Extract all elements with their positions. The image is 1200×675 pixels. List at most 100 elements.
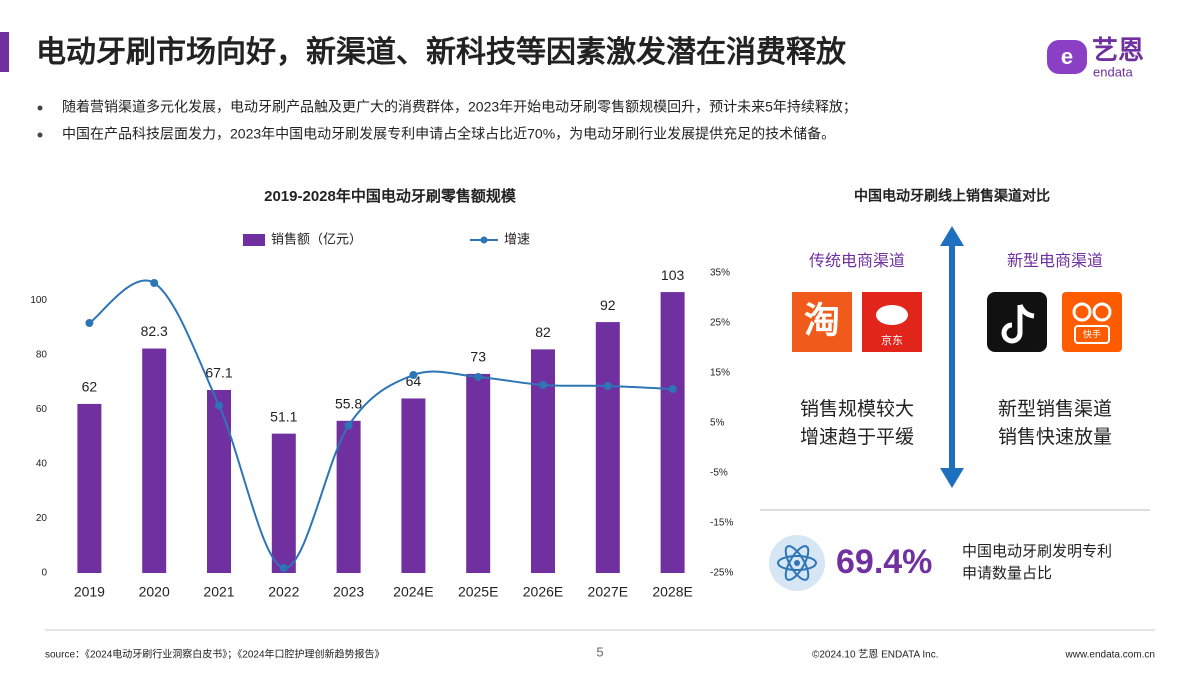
channel-text: 销售快速放量	[998, 426, 1112, 448]
bar	[595, 322, 620, 573]
channel-text: 新型销售渠道	[998, 398, 1112, 420]
atom-orbit	[784, 545, 810, 581]
channel-panel: 中国电动牙刷线上销售渠道对比 传统电商渠道 新型电商渠道 淘 京东 快手 销售规…	[760, 188, 1150, 511]
y-tick-label: 0	[41, 568, 47, 579]
line-point	[150, 279, 159, 287]
x-tick-label: 2027E	[588, 584, 628, 600]
page-number: 5	[596, 644, 603, 659]
y-tick-label: 60	[36, 404, 48, 415]
bullet-dot	[37, 105, 43, 111]
y2-tick-label: -5%	[710, 468, 728, 479]
line-point	[474, 373, 483, 381]
x-tick-label: 2023	[333, 584, 364, 600]
channel-text: 增速趋于平缓	[800, 426, 914, 448]
atom-orbit	[777, 555, 817, 571]
bullets: 随着营销渠道多元化发展，电动牙刷产品触及更广大的消费群体，2023年开始电动牙刷…	[37, 99, 857, 142]
x-tick-label: 2020	[139, 584, 170, 600]
data-label: 67.1	[205, 365, 232, 381]
y-tick-label: 20	[36, 513, 48, 524]
data-label: 82.3	[141, 323, 168, 339]
line-point	[344, 421, 353, 430]
bullet-text: 随着营销渠道多元化发展，电动牙刷产品触及更广大的消费群体，2023年开始电动牙刷…	[62, 99, 857, 116]
stat-value: 69.4%	[836, 543, 932, 581]
y2-tick-label: -25%	[710, 568, 733, 579]
icon-label: 淘	[804, 300, 840, 341]
data-label: 62	[82, 379, 98, 395]
jd-dog	[876, 305, 908, 325]
douyin-icon	[987, 292, 1047, 352]
footer-url: www.endata.com.cn	[1065, 650, 1156, 661]
arrow-head	[940, 226, 964, 246]
stat-desc: 申请数量占比	[962, 565, 1052, 582]
atom-core	[794, 560, 800, 566]
bar	[401, 398, 426, 573]
channel-label: 传统电商渠道	[809, 252, 905, 270]
slide-title: 电动牙刷市场向好，新渠道、新科技等因素激发潜在消费释放	[36, 35, 847, 69]
line-point	[603, 382, 612, 390]
arrow-head	[940, 468, 964, 488]
y2-tick-label: 5%	[710, 418, 725, 429]
x-tick-label: 2019	[74, 584, 105, 600]
kuaishou-shape	[1092, 302, 1112, 322]
chart: 0 20 40 60 80 100 -25% -15% -5% 5% 15% 25% 35% 2019 20…	[30, 231, 733, 599]
chart-title: 2019-2028年中国电动牙刷零售额规模	[264, 187, 517, 205]
y-tick-label: 80	[36, 349, 48, 360]
x-tick-label: 2022	[268, 584, 299, 600]
taobao-icon	[792, 292, 852, 352]
logo-mark-letter: e	[1061, 44, 1073, 69]
y-tick-label: 100	[30, 295, 47, 306]
y-tick-label: 40	[36, 459, 48, 470]
channel-label: 新型电商渠道	[1007, 252, 1103, 270]
x-tick-label: 2028E	[652, 584, 692, 600]
bullet-text: 中国在产品科技层面发力，2023年中国电动牙刷发展专利申请占全球占比近70%，为…	[62, 126, 835, 142]
data-label: 73	[470, 349, 486, 365]
data-label: 92	[600, 297, 616, 313]
bar	[336, 420, 361, 573]
data-label: 51.1	[270, 408, 297, 424]
line-point	[539, 381, 547, 389]
data-label: 82	[535, 324, 551, 340]
title-accent	[0, 32, 9, 72]
stat-desc: 中国电动牙刷发明专利	[962, 543, 1112, 560]
bar	[271, 433, 296, 573]
line-point	[409, 371, 418, 379]
y2-tick-label: 25%	[710, 318, 730, 329]
line-point	[215, 401, 223, 410]
kuaishou-shape	[1074, 325, 1110, 344]
legend-label: 增速	[504, 231, 530, 246]
bar	[660, 292, 685, 573]
y2-tick-label: 35%	[710, 268, 730, 279]
line-point	[279, 564, 288, 572]
logo-text: 艺恩	[1092, 35, 1144, 65]
legend-swatch	[480, 236, 488, 244]
kuaishou-shape	[1072, 302, 1092, 322]
y2-tick-label: 15%	[710, 368, 730, 379]
footer-copyright: ©2024.10 艺恩 ENDATA Inc.	[812, 649, 939, 661]
data-label: 103	[661, 267, 685, 283]
legend-label: 销售额（亿元）	[271, 231, 362, 246]
legend-swatch	[243, 234, 265, 246]
atom-orbit	[784, 545, 810, 581]
line-point	[668, 385, 677, 393]
x-tick-label: 2024E	[393, 584, 433, 600]
panel-title: 中国电动牙刷线上销售渠道对比	[854, 188, 1050, 204]
bar	[207, 390, 231, 573]
footer-source: source：《2024电动牙刷行业洞察白皮书》；《2024年口腔护理创新趋势报…	[45, 648, 385, 661]
channel-text: 销售规模较大	[800, 398, 914, 420]
bullet-dot	[37, 132, 43, 138]
icon-label: 快手	[1083, 328, 1101, 339]
bar	[466, 373, 491, 573]
logo: e 艺恩 endata	[1047, 35, 1144, 79]
bar	[142, 348, 167, 573]
x-tick-label: 2021	[203, 584, 234, 600]
data-label: 55.8	[335, 396, 362, 412]
line-point	[85, 319, 94, 327]
bar	[77, 403, 102, 573]
logo-sub: endata	[1093, 64, 1134, 79]
x-tick-label: 2025E	[458, 584, 498, 600]
patent-stat: 69.4% 中国电动牙刷发明专利 申请数量占比	[769, 535, 1112, 591]
y2-tick-label: -15%	[710, 518, 733, 529]
x-tick-label: 2026E	[523, 584, 563, 600]
icon-label: 京东	[881, 333, 903, 347]
